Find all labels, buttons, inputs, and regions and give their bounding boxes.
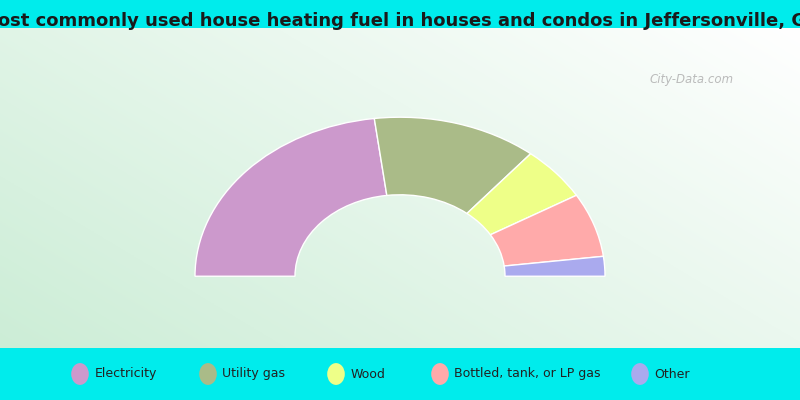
Ellipse shape — [327, 363, 345, 385]
Text: Other: Other — [654, 368, 690, 380]
Text: Bottled, tank, or LP gas: Bottled, tank, or LP gas — [454, 368, 601, 380]
Text: Wood: Wood — [350, 368, 386, 380]
Text: Electricity: Electricity — [94, 368, 157, 380]
Ellipse shape — [431, 363, 449, 385]
Wedge shape — [504, 256, 605, 276]
Wedge shape — [467, 154, 577, 235]
Ellipse shape — [631, 363, 649, 385]
Ellipse shape — [199, 363, 217, 385]
Wedge shape — [374, 117, 530, 214]
Text: Most commonly used house heating fuel in houses and condos in Jeffersonville, GA: Most commonly used house heating fuel in… — [0, 12, 800, 30]
Wedge shape — [490, 195, 603, 266]
Ellipse shape — [71, 363, 89, 385]
Text: Utility gas: Utility gas — [222, 368, 286, 380]
Wedge shape — [195, 118, 387, 276]
Text: City-Data.com: City-Data.com — [650, 74, 734, 86]
